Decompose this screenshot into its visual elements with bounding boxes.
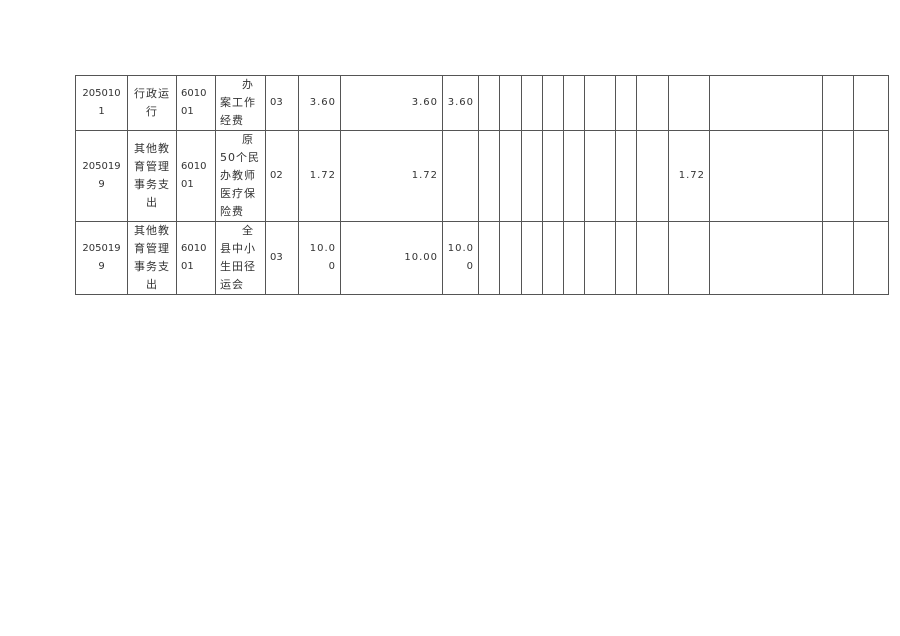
cell-project-name: 全县中小生田径运会	[215, 221, 266, 295]
cell-type-code: 02	[265, 130, 299, 222]
budget-table: 2050101 行政运行 601001 办案工作经费 03 3.60 3.60 3.60 205…	[75, 75, 889, 295]
cell-subtotal-amount: 10.00	[340, 221, 443, 295]
cell-special-fund: 1.72	[668, 130, 710, 222]
cell-function-name: 其他教育管理事务支出	[127, 130, 177, 222]
cell-col-13	[563, 130, 585, 222]
cell-col-18	[709, 221, 823, 295]
cell-type-code: 03	[265, 75, 299, 131]
cell-account-code: 601001	[176, 130, 216, 222]
cell-function-code: 2050101	[75, 75, 128, 131]
cell-col-15	[615, 75, 637, 131]
cell-type-code: 03	[265, 221, 299, 295]
cell-function-code: 2050199	[75, 130, 128, 222]
cell-col-11	[521, 130, 543, 222]
cell-col-10	[499, 75, 522, 131]
cell-col-13	[563, 221, 585, 295]
cell-col-9	[478, 221, 500, 295]
table-row: 2050199 其他教育管理事务支出 601001 原50个民办教师医疗保险费 02 1.…	[75, 130, 889, 222]
cell-total-amount: 1.72	[298, 130, 341, 222]
cell-col-11	[521, 221, 543, 295]
cell-col-14	[584, 221, 616, 295]
cell-col-15	[615, 130, 637, 222]
cell-col-18	[709, 75, 823, 131]
cell-col-20	[853, 75, 889, 131]
cell-col-13	[563, 75, 585, 131]
cell-function-name: 行政运行	[127, 75, 177, 131]
cell-col-12	[542, 221, 564, 295]
cell-subtotal-amount: 1.72	[340, 130, 443, 222]
cell-col-14	[584, 130, 616, 222]
cell-general-budget: 3.60	[442, 75, 479, 131]
table-row: 2050199 其他教育管理事务支出 601001 全县中小生田径运会 03 10.00 1…	[75, 221, 889, 295]
cell-project-name: 原50个民办教师医疗保险费	[215, 130, 266, 222]
table-row: 2050101 行政运行 601001 办案工作经费 03 3.60 3.60 3.60	[75, 75, 889, 131]
cell-col-14	[584, 75, 616, 131]
cell-account-code: 601001	[176, 75, 216, 131]
cell-col-10	[499, 130, 522, 222]
cell-col-18	[709, 130, 823, 222]
cell-function-name: 其他教育管理事务支出	[127, 221, 177, 295]
cell-col-20	[853, 130, 889, 222]
cell-project-name: 办案工作经费	[215, 75, 266, 131]
cell-col-16	[636, 221, 669, 295]
cell-total-amount: 3.60	[298, 75, 341, 131]
cell-total-amount: 10.00	[298, 221, 341, 295]
cell-special-fund	[668, 221, 710, 295]
cell-col-19	[822, 221, 854, 295]
cell-col-16	[636, 75, 669, 131]
cell-account-code: 601001	[176, 221, 216, 295]
cell-col-12	[542, 75, 564, 131]
cell-function-code: 2050199	[75, 221, 128, 295]
cell-col-9	[478, 130, 500, 222]
cell-special-fund	[668, 75, 710, 131]
cell-col-19	[822, 75, 854, 131]
cell-general-budget: 10.00	[442, 221, 479, 295]
cell-col-20	[853, 221, 889, 295]
cell-col-12	[542, 130, 564, 222]
cell-col-19	[822, 130, 854, 222]
cell-subtotal-amount: 3.60	[340, 75, 443, 131]
cell-general-budget	[442, 130, 479, 222]
cell-col-10	[499, 221, 522, 295]
cell-col-15	[615, 221, 637, 295]
cell-col-9	[478, 75, 500, 131]
cell-col-16	[636, 130, 669, 222]
cell-col-11	[521, 75, 543, 131]
